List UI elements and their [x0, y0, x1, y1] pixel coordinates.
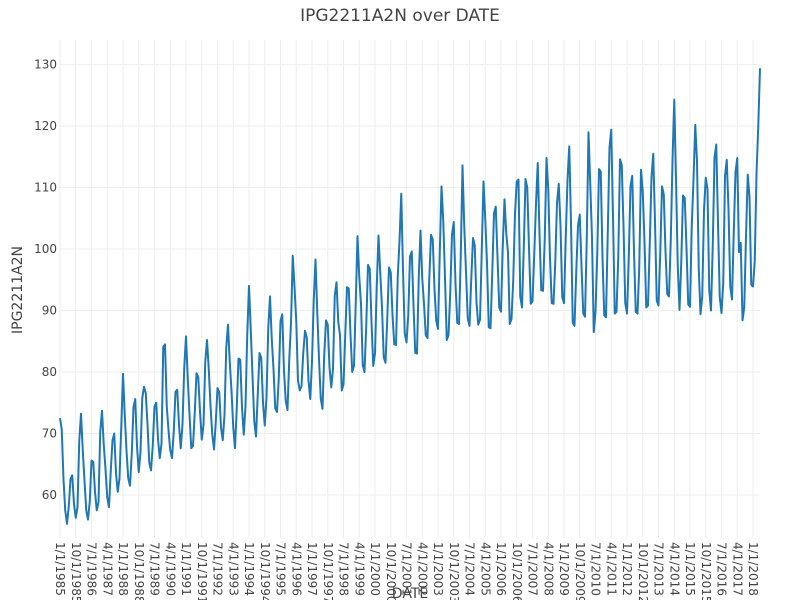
x-tick-label: 4/1/1987 [100, 542, 114, 596]
x-tick-label: 4/1/2005 [478, 542, 492, 596]
series-line [59, 68, 761, 525]
x-tick-label: 4/1/2011 [604, 542, 618, 596]
chart-title: IPG2211A2N over DATE [300, 6, 500, 26]
y-tick-label: 70 [42, 426, 57, 440]
x-tick-label: 10/1/2003 [447, 542, 461, 600]
x-tick-label: 7/1/2007 [526, 542, 540, 596]
y-tick-label: 110 [34, 181, 57, 195]
x-tick-label: 10/1/2009 [573, 542, 587, 600]
y-axis-ticks: 60 70 80 90 100 110 120 130 [34, 58, 57, 502]
x-tick-label: 10/1/1988 [132, 542, 146, 600]
y-tick-label: 90 [42, 304, 57, 318]
x-tick-label: 4/1/1999 [352, 542, 366, 596]
x-tick-label: 7/1/1998 [337, 542, 351, 596]
x-tick-label: 4/1/1996 [289, 542, 303, 596]
x-tick-label: 4/1/2014 [667, 542, 681, 596]
x-axis-label: DATE [392, 586, 428, 600]
x-tick-label: 10/1/2012 [636, 542, 650, 600]
y-tick-label: 60 [42, 488, 57, 502]
x-tick-label: 10/1/1997 [321, 542, 335, 600]
x-tick-label: 1/1/1985 [53, 542, 67, 596]
x-tick-label: 7/1/2013 [652, 542, 666, 596]
x-tick-label: 10/1/1994 [258, 542, 272, 600]
x-tick-label: 4/1/1990 [163, 542, 177, 596]
x-tick-label: 1/1/2012 [620, 542, 634, 596]
x-tick-label: 1/1/1994 [242, 542, 256, 596]
x-tick-label: 1/1/1991 [179, 542, 193, 596]
x-tick-label: 4/1/2008 [541, 542, 555, 596]
x-tick-label: 1/1/1997 [305, 542, 319, 596]
x-tick-label: 1/1/2009 [557, 542, 571, 596]
x-tick-label: 1/1/2003 [431, 542, 445, 596]
x-tick-label: 7/1/1986 [85, 542, 99, 596]
x-tick-label: 10/1/2015 [699, 542, 713, 600]
x-tick-label: 4/1/2002 [415, 542, 429, 596]
series-layer [59, 68, 761, 525]
x-tick-label: 4/1/1993 [226, 542, 240, 596]
x-tick-label: 1/1/2000 [368, 542, 382, 596]
x-axis-ticks: 1/1/1985 10/1/1985 7/1/1986 4/1/1987 1/1/198… [53, 542, 760, 600]
x-tick-label: 1/1/1988 [116, 542, 130, 596]
x-tick-label: 7/1/2016 [715, 542, 729, 596]
x-tick-label: 7/1/1995 [274, 542, 288, 596]
y-tick-label: 120 [34, 119, 57, 133]
x-tick-label: 1/1/2006 [494, 542, 508, 596]
x-tick-label: 1/1/2015 [683, 542, 697, 596]
x-tick-label: 7/1/2004 [463, 542, 477, 596]
y-tick-label: 80 [42, 365, 57, 379]
x-tick-label: 4/1/2017 [730, 542, 744, 596]
x-tick-label: 7/1/1989 [148, 542, 162, 596]
y-tick-label: 130 [34, 58, 57, 72]
x-tick-label: 7/1/2010 [589, 542, 603, 596]
y-tick-label: 100 [34, 242, 57, 256]
x-tick-label: 7/1/1992 [211, 542, 225, 596]
y-axis-label: IPG2211A2N [10, 246, 26, 334]
x-tick-label: 10/1/1991 [195, 542, 209, 600]
x-tick-label: 10/1/2000 [384, 542, 398, 600]
x-tick-label: 1/1/2018 [746, 542, 760, 596]
x-tick-label: 10/1/1985 [69, 542, 83, 600]
x-tick-label: 7/1/2001 [400, 542, 414, 596]
x-tick-label: 10/1/2006 [510, 542, 524, 600]
gridlines [59, 40, 760, 538]
